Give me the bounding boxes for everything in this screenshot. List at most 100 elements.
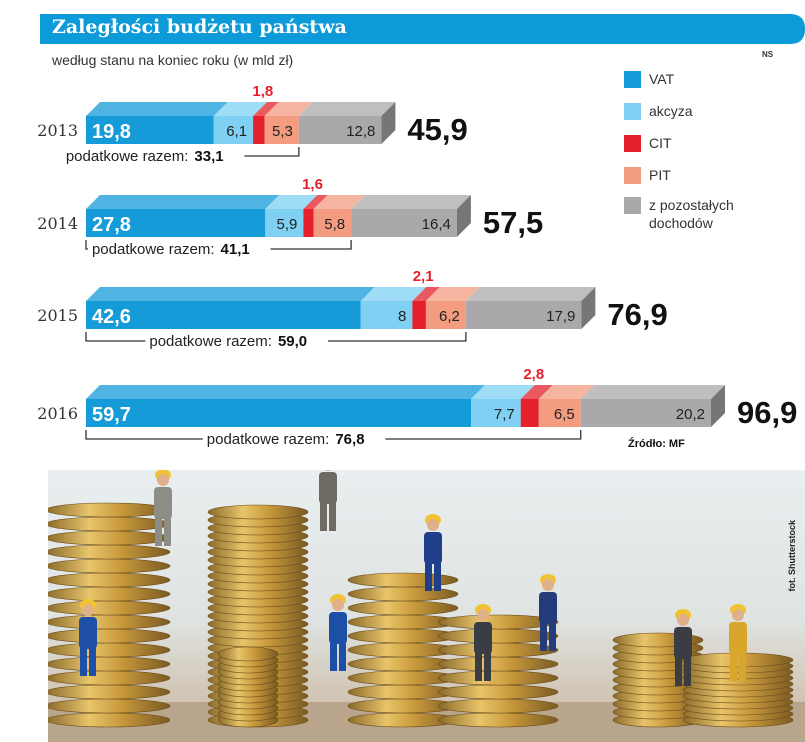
- cit-value-label: 1,8: [252, 83, 273, 100]
- segment-value-label: 6,2: [439, 308, 460, 325]
- bar-side-face: [711, 385, 726, 427]
- bar-top-face: [580, 385, 726, 399]
- coins-workers-photo: [48, 470, 805, 742]
- subtotal-bg: [202, 429, 386, 449]
- segment-value-label: 5,9: [277, 216, 298, 233]
- bar-side-face: [581, 287, 596, 329]
- bar-segment: [580, 399, 712, 427]
- bar-top-face: [360, 287, 427, 301]
- coin: [347, 586, 459, 602]
- coin: [437, 698, 559, 714]
- year-label: 2014: [37, 214, 78, 233]
- bar-segment: [213, 116, 254, 144]
- worker-figurine: [319, 470, 337, 531]
- cit-value-label: 1,6: [302, 176, 323, 193]
- photo-credit: fot. Shutterstock: [787, 520, 797, 592]
- legend-swatch: [624, 167, 641, 184]
- worker-figurine: [154, 470, 172, 546]
- segment-value-label: 7,7: [494, 406, 515, 423]
- bar-top-face: [471, 385, 535, 399]
- coin: [48, 572, 171, 588]
- legend-label: CIT: [649, 135, 672, 151]
- bar-side-face: [381, 102, 396, 144]
- legend-label: z pozostałych dochodów: [649, 197, 734, 231]
- segment-value-label: 6,1: [226, 123, 247, 140]
- coin: [48, 684, 171, 700]
- subtotal-label: podatkowe razem:: [207, 431, 330, 448]
- bar-segment: [86, 209, 266, 237]
- year-label: 2015: [37, 306, 78, 325]
- segment-value-label: 5,3: [272, 123, 293, 140]
- segment-value-label: 5,8: [324, 216, 345, 233]
- bar-top-face: [538, 385, 595, 399]
- vat-value-label: 19,8: [92, 121, 131, 143]
- worker-figurine: [474, 604, 492, 681]
- coin: [437, 684, 559, 700]
- bar-top-face: [264, 102, 313, 116]
- bar-segment: [86, 116, 214, 144]
- coin: [48, 712, 171, 728]
- bar-segment: [360, 301, 413, 329]
- segment-value-label: 17,9: [546, 308, 575, 325]
- coin: [48, 600, 171, 616]
- worker-figurine: [674, 609, 692, 686]
- bar-top-face: [86, 385, 486, 399]
- coin: [48, 670, 171, 686]
- coin: [48, 628, 171, 644]
- bar-top-face: [412, 287, 440, 301]
- coin: [48, 656, 171, 672]
- legend-label: VAT: [649, 71, 675, 87]
- worker-figurine: [539, 574, 557, 651]
- bar-segment: [298, 116, 382, 144]
- coin: [207, 504, 309, 520]
- stacked-bar-chart: 2013 19,8 6,1 1,8 5,3 12,8 45,9 podatkowe razem…: [37, 83, 797, 449]
- subtotal-bg: [87, 239, 271, 259]
- subtotal-bg: [145, 331, 328, 351]
- chart-subtitle: według stanu na koniec roku (w mld zł): [52, 52, 294, 68]
- legend-swatch: [624, 135, 641, 152]
- chart-title: Zaległości budżetu państwa: [52, 16, 347, 38]
- bar-segment: [538, 399, 581, 427]
- coin: [48, 558, 171, 574]
- legend-item: PIT: [624, 166, 671, 184]
- worker-figurine: [329, 594, 347, 671]
- coin: [437, 712, 559, 728]
- coin: [437, 614, 559, 630]
- bar-top-face: [86, 287, 375, 301]
- worker-figurine: [729, 604, 747, 681]
- segment-value-label: 6,5: [554, 406, 575, 423]
- coin: [48, 516, 171, 532]
- coin: [437, 670, 559, 686]
- legend-label: PIT: [649, 167, 671, 183]
- subtotal-bg: [61, 146, 245, 166]
- total-value-label: 96,9: [737, 395, 797, 430]
- bar-top-face: [86, 102, 228, 116]
- bar-segment: [86, 301, 361, 329]
- subtotal-label: podatkowe razem:: [66, 148, 189, 165]
- coin: [347, 600, 459, 616]
- year-label: 2013: [37, 121, 78, 140]
- coin: [48, 642, 171, 658]
- coin: [217, 646, 279, 662]
- coin: [48, 586, 171, 602]
- bar-segment: [351, 209, 457, 237]
- coin: [347, 572, 459, 588]
- bar-top-face: [303, 195, 328, 209]
- bar-side-face: [456, 195, 471, 237]
- segment-value-label: 20,2: [676, 406, 705, 423]
- year-label: 2016: [37, 404, 78, 423]
- vat-value-label: 59,7: [92, 404, 131, 426]
- author-credit: NS: [762, 50, 774, 59]
- bar-top-face: [465, 287, 596, 301]
- coin: [48, 544, 171, 560]
- source-note: Źródło: MF: [628, 438, 685, 450]
- subtotal-label: podatkowe razem:: [92, 241, 215, 258]
- bar-segment: [520, 399, 539, 427]
- subtotal-value: 59,0: [278, 333, 307, 350]
- cit-value-label: 2,1: [413, 268, 434, 285]
- cit-value-label: 2,8: [523, 366, 544, 383]
- coin: [437, 656, 559, 672]
- bar-top-face: [298, 102, 396, 116]
- bar-top-face: [213, 102, 268, 116]
- legend-item: VAT: [624, 70, 674, 88]
